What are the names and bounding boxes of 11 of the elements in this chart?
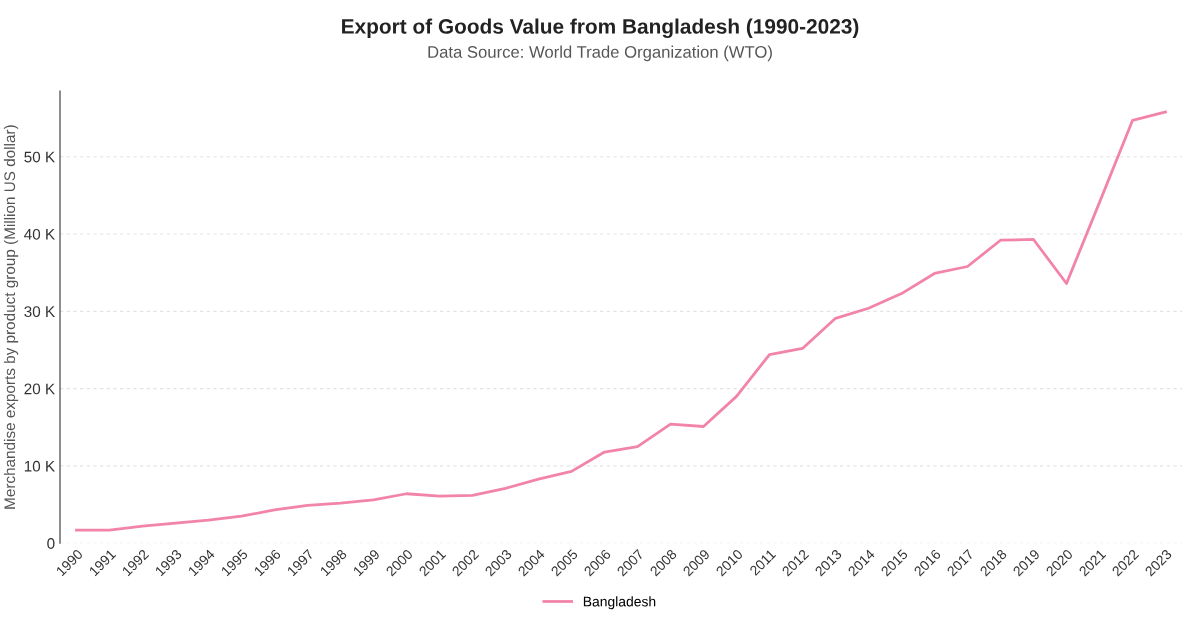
y-axis-title: Merchandise exports by product group (Million US dollar) <box>3 125 19 509</box>
y-tick-label: 40 K <box>24 228 55 240</box>
line-series <box>75 110 1167 532</box>
chart-subtitle: Data Source: World Trade Organization (WTO) <box>428 45 772 62</box>
y-tick-label: 0 <box>47 538 55 549</box>
y-tick-label: 20 K <box>24 383 55 395</box>
y-tick-label: 10 K <box>24 460 55 472</box>
y-tick-label: 50 K <box>24 151 55 163</box>
chart-title: Export of Goods Value from Bangladesh (1990-2023) <box>342 18 859 39</box>
y-tick-label: 30 K <box>24 306 55 318</box>
legend-label: Bangladesh <box>583 596 656 610</box>
